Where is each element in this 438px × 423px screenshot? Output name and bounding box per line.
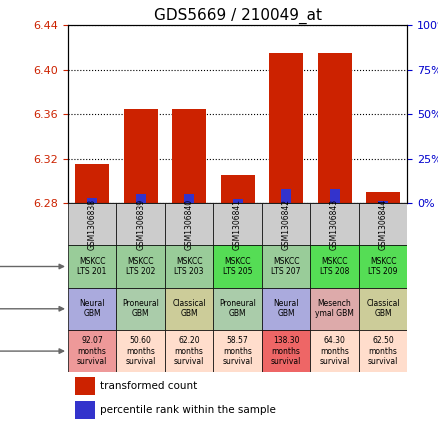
Text: GSM1306842: GSM1306842	[282, 199, 290, 250]
Text: individual: individual	[0, 261, 64, 272]
Bar	[318, 53, 352, 203]
Text: 138.30
months
survival: 138.30 months survival	[271, 336, 301, 366]
Bar	[165, 245, 213, 288]
Text: Mesench
ymal GBM: Mesench ymal GBM	[315, 299, 354, 319]
Bar	[68, 245, 117, 288]
Text: Proneural
GBM: Proneural GBM	[122, 299, 159, 319]
Text: Classical
GBM: Classical GBM	[172, 299, 206, 319]
Title: GDS5669 / 210049_at: GDS5669 / 210049_at	[154, 8, 321, 24]
Bar	[311, 203, 359, 245]
Text: time: time	[0, 346, 64, 356]
Bar	[165, 203, 213, 245]
Bar	[135, 194, 146, 203]
Text: 64.30
months
survival: 64.30 months survival	[319, 336, 350, 366]
Bar	[68, 203, 117, 245]
Bar	[311, 245, 359, 288]
Bar	[165, 330, 213, 372]
Bar	[172, 109, 206, 203]
Text: GSM1306840: GSM1306840	[185, 199, 194, 250]
Text: MSKCC
LTS 201: MSKCC LTS 201	[78, 257, 107, 276]
Bar	[75, 164, 109, 203]
Bar	[184, 194, 194, 203]
Bar	[311, 288, 359, 330]
Text: MSKCC
LTS 208: MSKCC LTS 208	[320, 257, 349, 276]
Text: MSKCC
LTS 202: MSKCC LTS 202	[126, 257, 155, 276]
Bar	[359, 203, 407, 245]
Bar	[117, 203, 165, 245]
Bar	[359, 245, 407, 288]
Bar	[378, 201, 388, 203]
Text: GSM1306838: GSM1306838	[88, 199, 97, 250]
Bar	[213, 288, 262, 330]
Bar	[329, 189, 340, 203]
Bar	[269, 53, 303, 203]
Bar	[213, 330, 262, 372]
Bar	[68, 288, 117, 330]
Text: MSKCC
LTS 209: MSKCC LTS 209	[368, 257, 398, 276]
Bar	[117, 288, 165, 330]
Text: MSKCC
LTS 207: MSKCC LTS 207	[272, 257, 301, 276]
Text: 62.20
months
survival: 62.20 months survival	[174, 336, 204, 366]
Bar	[87, 198, 97, 203]
Bar	[262, 288, 311, 330]
Text: 50.60
months
survival: 50.60 months survival	[125, 336, 156, 366]
Text: disease state: disease state	[0, 304, 64, 314]
Text: GSM1306841: GSM1306841	[233, 199, 242, 250]
Bar	[117, 245, 165, 288]
Bar	[117, 330, 165, 372]
Bar	[262, 245, 311, 288]
Text: GSM1306839: GSM1306839	[136, 199, 145, 250]
Text: transformed count: transformed count	[100, 382, 198, 391]
Bar	[233, 200, 243, 203]
Bar	[74, 401, 95, 419]
Text: Classical
GBM: Classical GBM	[366, 299, 400, 319]
Bar	[359, 330, 407, 372]
Text: GSM1306844: GSM1306844	[378, 199, 388, 250]
Text: MSKCC
LTS 203: MSKCC LTS 203	[174, 257, 204, 276]
Bar	[366, 192, 400, 203]
Bar	[124, 109, 158, 203]
Bar	[213, 245, 262, 288]
Text: 62.50
months
survival: 62.50 months survival	[368, 336, 398, 366]
Bar	[311, 330, 359, 372]
Text: percentile rank within the sample: percentile rank within the sample	[100, 405, 276, 415]
Bar	[221, 175, 254, 203]
Bar	[68, 330, 117, 372]
Text: Neural
GBM: Neural GBM	[273, 299, 299, 319]
Bar	[262, 330, 311, 372]
Text: GSM1306843: GSM1306843	[330, 199, 339, 250]
Text: MSKCC
LTS 205: MSKCC LTS 205	[223, 257, 252, 276]
Bar	[213, 203, 262, 245]
Bar	[74, 377, 95, 395]
Bar	[359, 288, 407, 330]
Text: Neural
GBM: Neural GBM	[79, 299, 105, 319]
Bar	[262, 203, 311, 245]
Text: 92.07
months
survival: 92.07 months survival	[77, 336, 107, 366]
Bar	[165, 288, 213, 330]
Bar	[281, 189, 291, 203]
Text: 58.57
months
survival: 58.57 months survival	[223, 336, 253, 366]
Text: Proneural
GBM: Proneural GBM	[219, 299, 256, 319]
